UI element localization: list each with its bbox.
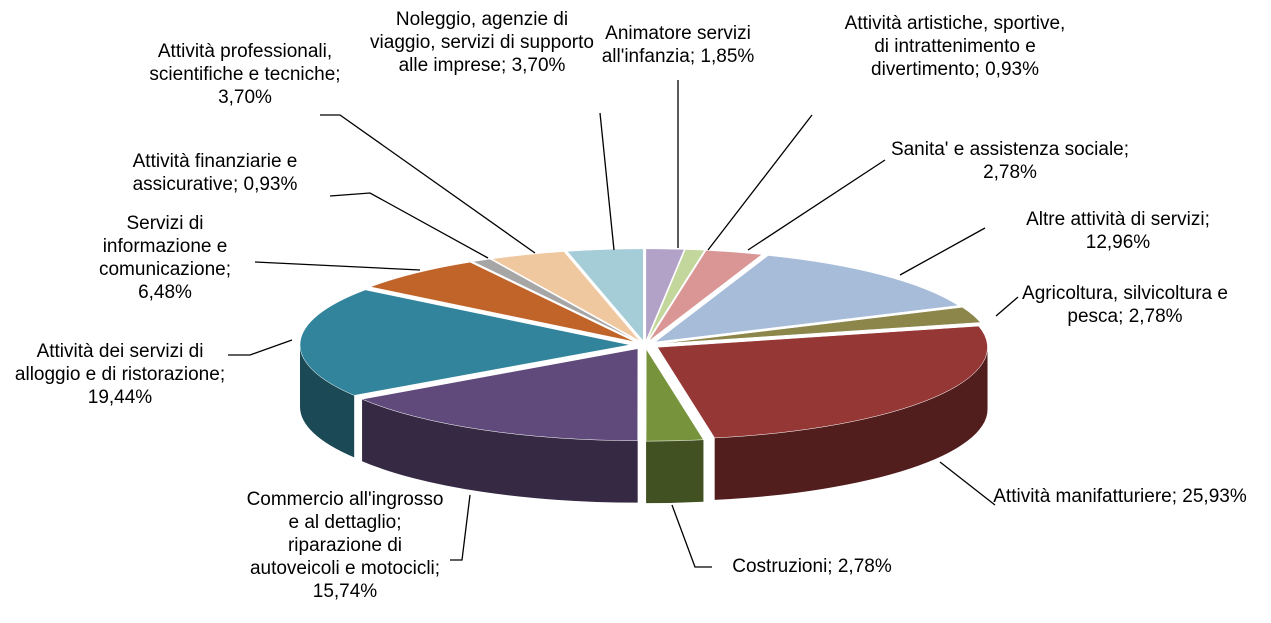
- leader-line: [599, 112, 615, 251]
- category-label: Noleggio, agenzie di viaggio, servizi di…: [370, 9, 594, 76]
- slice: [491, 251, 641, 342]
- leader-line: [747, 159, 886, 251]
- slice: [369, 261, 636, 343]
- data-label: Attività artistiche, sportive, di intrat…: [840, 12, 1070, 81]
- data-label: Costruzioni2,78%: [702, 555, 922, 578]
- data-label: Noleggio, agenzie di viaggio, servizi di…: [367, 8, 597, 77]
- data-label: Animatore servizi all'infanzia1,85%: [588, 22, 768, 68]
- slice: [566, 248, 644, 342]
- category-label: Servizi di informazione e comunicazione: [99, 213, 231, 280]
- value-label: 0,93%: [985, 59, 1039, 80]
- leader-line: [450, 494, 471, 561]
- data-label: Commercio all'ingrosso e al dettaglio; r…: [245, 488, 445, 603]
- slice-side: [300, 344, 355, 458]
- category-label: Altre attività di servizi: [1026, 209, 1210, 230]
- slice: [645, 248, 685, 341]
- slice-side: [362, 399, 638, 503]
- leader-line: [939, 461, 996, 506]
- value-label: 3,70%: [511, 55, 566, 76]
- value-label: 6,48%: [138, 282, 192, 303]
- slice: [299, 289, 631, 396]
- value-label: 12,96%: [1085, 232, 1151, 253]
- data-label: Servizi di informazione e comunicazione6…: [80, 212, 250, 304]
- leader-line: [995, 296, 1019, 317]
- value-label: 1,85%: [700, 46, 755, 67]
- data-label: Attività dei servizi di alloggio e di ri…: [5, 340, 235, 409]
- value-label: 2,78%: [837, 556, 892, 577]
- category-label: Attività manifatturiere: [993, 486, 1182, 507]
- slice: [472, 258, 639, 342]
- leader-line: [228, 339, 293, 356]
- slice-side: [646, 439, 704, 504]
- slice-side: [714, 347, 988, 500]
- slice: [648, 250, 763, 342]
- leader-line: [254, 261, 421, 271]
- category-label: Attività dei servizi di alloggio e di ri…: [15, 341, 225, 385]
- leader-line: [329, 192, 489, 259]
- value-label: 2,78%: [983, 162, 1037, 183]
- slice: [645, 348, 704, 442]
- value-label: 25,93%: [1182, 486, 1247, 507]
- category-label: Attività artistiche, sportive, di intrat…: [845, 13, 1066, 80]
- leader-line: [671, 504, 712, 568]
- data-label: Altre attività di servizi12,96%: [993, 208, 1243, 254]
- data-label: Agricoltura, silvicoltura e pesca2,78%: [1010, 282, 1240, 328]
- category-label: Attività professionali, scientifiche e t…: [149, 41, 340, 85]
- leader-line: [707, 114, 813, 251]
- category-label: Sanita' e assistenza sociale: [891, 139, 1129, 160]
- value-label: 15,74%: [312, 581, 378, 602]
- walls: [300, 344, 988, 504]
- data-label: Attività finanziarie e assicurative0,93%: [100, 150, 330, 196]
- category-label: Commercio all'ingrosso e al dettaglio; r…: [247, 489, 444, 579]
- category-label: Costruzioni: [732, 556, 838, 577]
- slice: [654, 255, 960, 343]
- slice: [657, 325, 988, 439]
- leader-line: [320, 114, 536, 254]
- value-label: 0,93%: [243, 174, 298, 195]
- data-label: Attività manifatturiere25,93%: [985, 485, 1255, 508]
- slice: [659, 306, 981, 344]
- slice: [646, 249, 705, 341]
- data-label: Attività professionali, scientifiche e t…: [125, 40, 365, 109]
- leader-line: [899, 227, 986, 276]
- value-label: 19,44%: [87, 387, 153, 408]
- category-label: Agricoltura, silvicoltura e pesca: [1022, 283, 1228, 327]
- slice: [361, 348, 639, 441]
- value-label: 2,78%: [1128, 306, 1183, 327]
- data-label: Sanita' e assistenza sociale2,78%: [890, 138, 1130, 184]
- value-label: 3,70%: [218, 87, 272, 108]
